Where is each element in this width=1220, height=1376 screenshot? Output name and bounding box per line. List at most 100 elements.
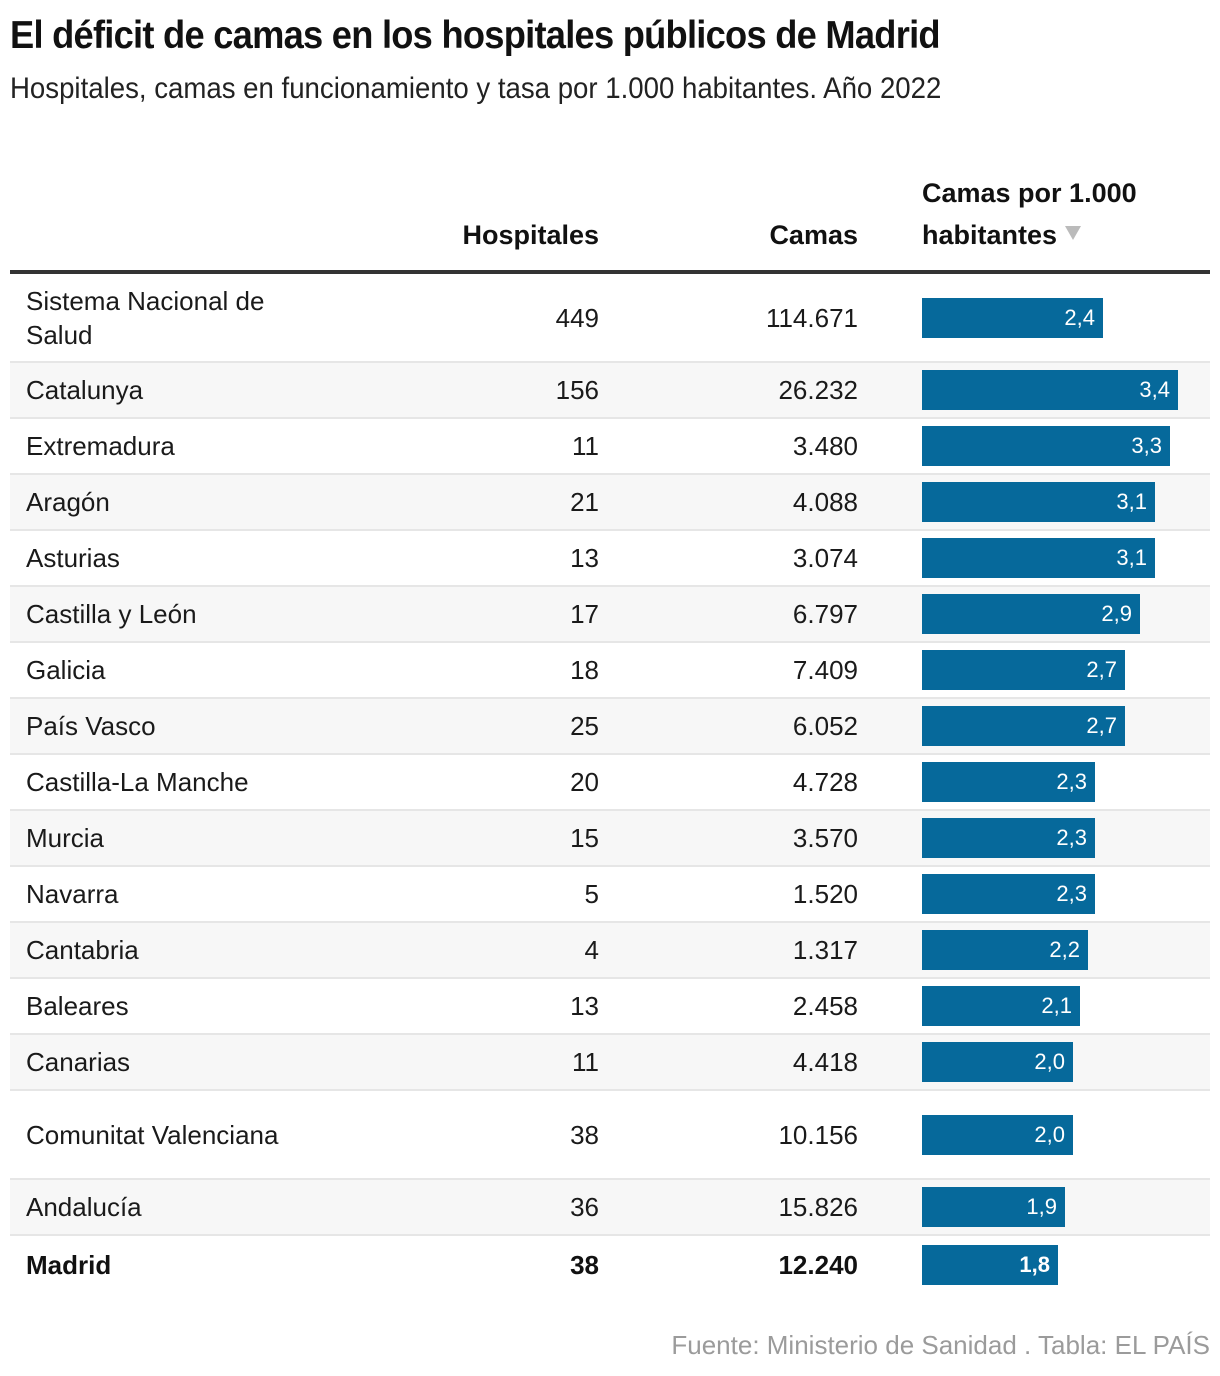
rate-bar-label: 3,3	[1131, 433, 1162, 458]
row-camas: 4.418	[792, 1047, 858, 1077]
row-name: Cantabria	[26, 935, 139, 965]
row-name: Galicia	[26, 655, 106, 685]
row-camas: 7.409	[792, 655, 858, 685]
row-hospitales: 11	[572, 1047, 599, 1077]
rate-bar-label: 2,0	[1034, 1121, 1065, 1147]
row-hospitales: 18	[570, 655, 599, 685]
row-hospitales: 25	[570, 711, 599, 741]
rate-bar-label: 2,0	[1034, 1049, 1065, 1074]
rate-bar: 1,8	[922, 1245, 1058, 1285]
chart-subtitle: Hospitales, camas en funcionamiento y ta…	[10, 72, 942, 105]
row-hospitales: 13	[570, 991, 599, 1021]
row-hospitales: 13	[570, 543, 599, 573]
rate-bar-label: 1,8	[1019, 1252, 1050, 1277]
row-hospitales: 15	[570, 823, 599, 853]
column-header-camas-por-1000[interactable]: Camas por 1.000 habitantes	[922, 172, 1212, 256]
table-row: Murcia 15 3.570 2,3	[10, 811, 1210, 867]
row-name: Madrid	[26, 1250, 112, 1280]
rate-bar-label: 2,1	[1041, 993, 1072, 1018]
row-camas: 10.156	[778, 1119, 858, 1150]
chart-title: El déficit de camas en los hospitales pú…	[10, 14, 941, 57]
row-camas: 1.520	[792, 879, 858, 909]
row-hospitales: 21	[570, 487, 599, 517]
table-row: Catalunya 156 26.232 3,4	[10, 363, 1210, 419]
row-camas: 2.458	[792, 991, 858, 1021]
table-row: Canarias 11 4.418 2,0	[10, 1035, 1210, 1091]
row-hospitales: 156	[555, 375, 599, 405]
rate-bar-label: 2,2	[1049, 937, 1080, 962]
rate-bar: 1,9	[922, 1187, 1065, 1227]
row-name: Navarra	[26, 879, 119, 909]
row-name: Aragón	[26, 487, 110, 517]
table-row: Madrid 38 12.240 1,8	[10, 1236, 1210, 1294]
row-name: Baleares	[26, 991, 129, 1021]
row-name: Castilla-La Manche	[26, 767, 249, 797]
source-note: Fuente: Ministerio de Sanidad . Tabla: E…	[671, 1330, 1210, 1360]
rate-bar: 2,0	[922, 1042, 1073, 1082]
table-row: Andalucía 36 15.826 1,9	[10, 1180, 1210, 1236]
column-header-hospitales[interactable]: Hospitales	[462, 220, 599, 250]
row-camas: 3.480	[792, 431, 858, 461]
table-row: Castilla-La Manche 20 4.728 2,3	[10, 755, 1210, 811]
sort-descending-icon[interactable]	[1065, 226, 1082, 240]
table-header: Hospitales Camas Camas por 1.000 habitan…	[10, 160, 1210, 274]
column-header-rate-line1: Camas por 1.000	[922, 178, 1137, 208]
row-camas: 4.728	[792, 767, 858, 797]
rate-bar: 3,1	[922, 482, 1155, 522]
row-hospitales: 5	[584, 879, 599, 909]
rate-bar-label: 2,7	[1086, 713, 1117, 738]
table-body: Sistema Nacional de Salud 449 114.671 2,4 Ca…	[10, 274, 1210, 1294]
row-name: País Vasco	[26, 711, 156, 741]
row-hospitales: 17	[570, 599, 599, 629]
rate-bar: 2,9	[922, 594, 1140, 634]
row-camas: 3.074	[792, 543, 858, 573]
column-header-rate-line2: habitantes	[922, 220, 1058, 250]
row-name: Castilla y León	[26, 599, 197, 629]
row-hospitales: 449	[555, 302, 599, 333]
row-name: Asturias	[26, 543, 120, 573]
row-camas: 3.570	[792, 823, 858, 853]
row-camas: 26.232	[778, 375, 858, 405]
rate-bar: 2,2	[922, 930, 1088, 970]
row-name: Canarias	[26, 1047, 131, 1077]
table-row: Galicia 18 7.409 2,7	[10, 643, 1210, 699]
rate-bar-label: 3,4	[1139, 377, 1170, 402]
row-hospitales: 11	[572, 431, 599, 461]
table-row: Sistema Nacional de Salud 449 114.671 2,4	[10, 274, 1210, 363]
row-hospitales: 38	[570, 1119, 599, 1150]
table-row: Navarra 5 1.520 2,3	[10, 867, 1210, 923]
rate-bar: 3,1	[922, 538, 1155, 578]
row-camas: 15.826	[778, 1192, 858, 1222]
rate-bar: 2,7	[922, 706, 1125, 746]
row-name: Comunitat Valenciana	[26, 1119, 279, 1150]
row-camas: 1.317	[792, 935, 858, 965]
rate-bar-label: 1,9	[1026, 1194, 1057, 1219]
row-hospitales: 4	[584, 935, 599, 965]
row-hospitales: 20	[570, 767, 599, 797]
row-camas: 4.088	[792, 487, 858, 517]
rate-bar-label: 2,9	[1101, 601, 1132, 626]
rate-bar: 2,0	[922, 1114, 1073, 1155]
rate-bar: 2,3	[922, 874, 1095, 914]
column-header-camas[interactable]: Camas	[769, 220, 858, 250]
row-name: Sistema Nacional de Salud	[26, 285, 265, 350]
table-row: Comunitat Valenciana 38 10.156 2,0	[10, 1091, 1210, 1180]
rate-bar-label: 2,3	[1056, 825, 1087, 850]
rate-bar: 2,1	[922, 986, 1080, 1026]
rate-bar: 3,3	[922, 426, 1170, 466]
table-row: Cantabria 4 1.317 2,2	[10, 923, 1210, 979]
rate-bar: 3,4	[922, 370, 1178, 410]
rate-bar-label: 2,7	[1086, 657, 1117, 682]
row-hospitales: 36	[570, 1192, 599, 1222]
table-row: Extremadura 11 3.480 3,3	[10, 419, 1210, 475]
row-hospitales: 38	[570, 1250, 599, 1280]
row-name: Andalucía	[26, 1192, 142, 1222]
table-row: Asturias 13 3.074 3,1	[10, 531, 1210, 587]
rate-bar-label: 2,3	[1056, 769, 1087, 794]
rate-bar-label: 3,1	[1116, 489, 1147, 514]
table-row: País Vasco 25 6.052 2,7	[10, 699, 1210, 755]
row-camas: 6.052	[792, 711, 858, 741]
rate-bar: 2,3	[922, 762, 1095, 802]
data-table: Hospitales Camas Camas por 1.000 habitan…	[10, 160, 1210, 1294]
rate-bar-label: 3,1	[1116, 545, 1147, 570]
